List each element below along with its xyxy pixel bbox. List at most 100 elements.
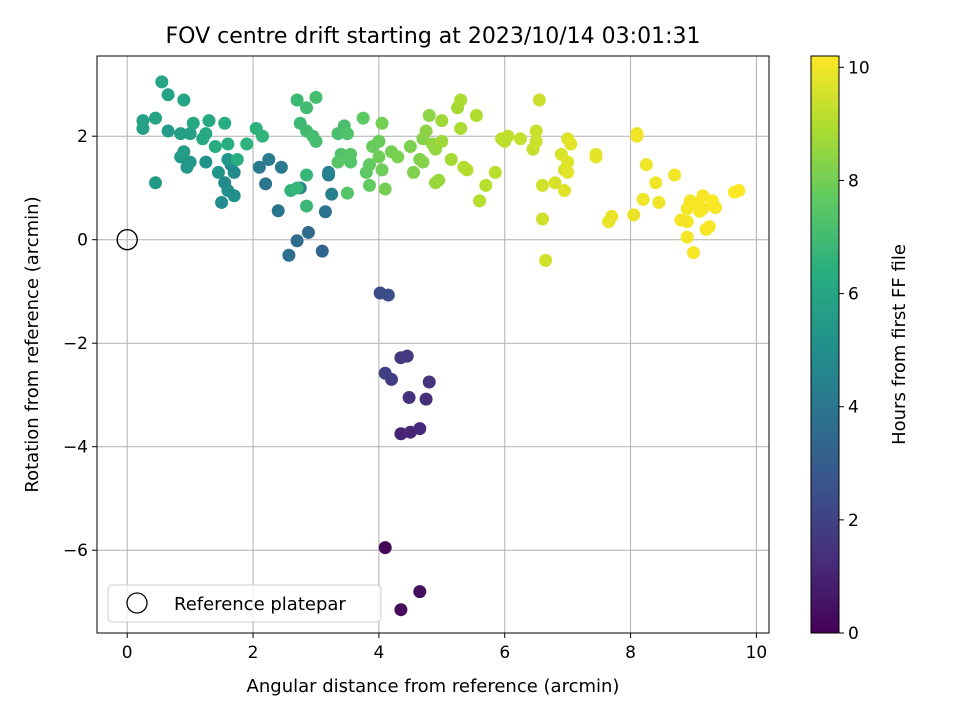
- data-point: [548, 176, 562, 190]
- data-point: [479, 178, 493, 192]
- data-point: [362, 158, 376, 172]
- x-tick-label: 2: [248, 643, 259, 663]
- data-point: [416, 155, 430, 169]
- data-point: [218, 116, 232, 130]
- colorbar-tick-label: 6: [848, 285, 859, 305]
- data-point: [539, 253, 553, 267]
- data-point: [378, 366, 392, 380]
- data-point: [636, 192, 650, 206]
- data-point: [668, 168, 682, 182]
- colorbar: [810, 55, 840, 634]
- data-point: [422, 109, 436, 123]
- data-point: [274, 160, 288, 174]
- data-point: [300, 168, 314, 182]
- x-axis-ticks: 0 2 4 6 8 10: [122, 633, 767, 663]
- data-point: [435, 134, 449, 148]
- x-tick-label: 4: [373, 643, 384, 663]
- data-point: [149, 111, 163, 125]
- y-tick-label: −6: [63, 541, 88, 561]
- data-point: [400, 349, 414, 363]
- data-point: [702, 220, 716, 234]
- data-point: [403, 140, 417, 154]
- data-point: [419, 392, 433, 406]
- y-axis-ticks: −6 −4 −2 0 2: [63, 127, 97, 561]
- reference-marker: [116, 229, 138, 251]
- colorbar-ticks: 0 2 4 6 8 10: [839, 58, 870, 644]
- data-point: [558, 184, 572, 198]
- data-point: [686, 246, 700, 260]
- data-point: [381, 288, 395, 302]
- data-point: [322, 165, 336, 179]
- legend: Reference platepar: [107, 584, 382, 623]
- data-point: [301, 225, 315, 239]
- data-point: [432, 173, 446, 187]
- data-point: [561, 165, 575, 179]
- scatter-points: [116, 75, 746, 617]
- colorbar-tick-label: 8: [848, 171, 859, 191]
- colorbar-tick-label: 10: [848, 58, 870, 78]
- data-point: [221, 184, 235, 198]
- data-point: [589, 147, 603, 161]
- data-point: [199, 127, 213, 141]
- data-point: [149, 176, 163, 190]
- data-point: [561, 155, 575, 169]
- y-tick-label: 0: [77, 231, 88, 251]
- data-point: [375, 163, 389, 177]
- data-point: [454, 121, 468, 135]
- data-point: [221, 152, 235, 166]
- data-point: [240, 137, 254, 151]
- data-point: [199, 155, 213, 169]
- data-point: [221, 137, 235, 151]
- data-point: [211, 165, 225, 179]
- data-point: [402, 391, 416, 405]
- data-point: [639, 158, 653, 172]
- data-point: [340, 186, 354, 200]
- data-point: [529, 124, 543, 138]
- data-point: [419, 124, 433, 138]
- data-point: [680, 215, 694, 229]
- data-point: [422, 375, 436, 389]
- y-axis-label: Rotation from reference (arcmin): [22, 196, 43, 492]
- data-point: [513, 132, 527, 146]
- data-point: [435, 114, 449, 128]
- data-point: [488, 165, 502, 179]
- data-point: [282, 248, 296, 262]
- legend-label: Reference platepar: [174, 594, 346, 615]
- data-point: [652, 195, 666, 209]
- data-point: [709, 201, 723, 215]
- data-point: [309, 90, 323, 104]
- data-point: [290, 181, 304, 195]
- x-tick-label: 10: [746, 643, 768, 663]
- data-point: [473, 194, 487, 208]
- data-point: [564, 137, 578, 151]
- data-point: [255, 129, 269, 143]
- data-point: [378, 182, 392, 196]
- data-point: [177, 93, 191, 107]
- data-point: [309, 134, 323, 148]
- y-tick-label: 2: [77, 127, 88, 147]
- data-point: [344, 147, 358, 161]
- data-point: [391, 150, 405, 164]
- data-point: [605, 209, 619, 223]
- data-point: [372, 150, 386, 164]
- data-point: [362, 178, 376, 192]
- x-axis-label: Angular distance from reference (arcmin): [247, 676, 620, 697]
- data-point: [315, 244, 329, 258]
- data-point: [331, 155, 345, 169]
- colorbar-tick-label: 0: [848, 624, 859, 644]
- data-point: [630, 129, 644, 143]
- data-point: [183, 127, 197, 141]
- data-point: [340, 127, 354, 141]
- data-point: [680, 230, 694, 244]
- data-point: [529, 134, 543, 148]
- data-point: [227, 165, 241, 179]
- data-point: [174, 127, 188, 141]
- data-point: [262, 152, 276, 166]
- data-point: [325, 187, 339, 201]
- legend-box: [107, 584, 382, 623]
- data-point: [300, 199, 314, 213]
- colorbar-label: Hours from first FF file: [889, 244, 910, 445]
- x-tick-label: 8: [625, 643, 636, 663]
- data-point: [378, 541, 392, 555]
